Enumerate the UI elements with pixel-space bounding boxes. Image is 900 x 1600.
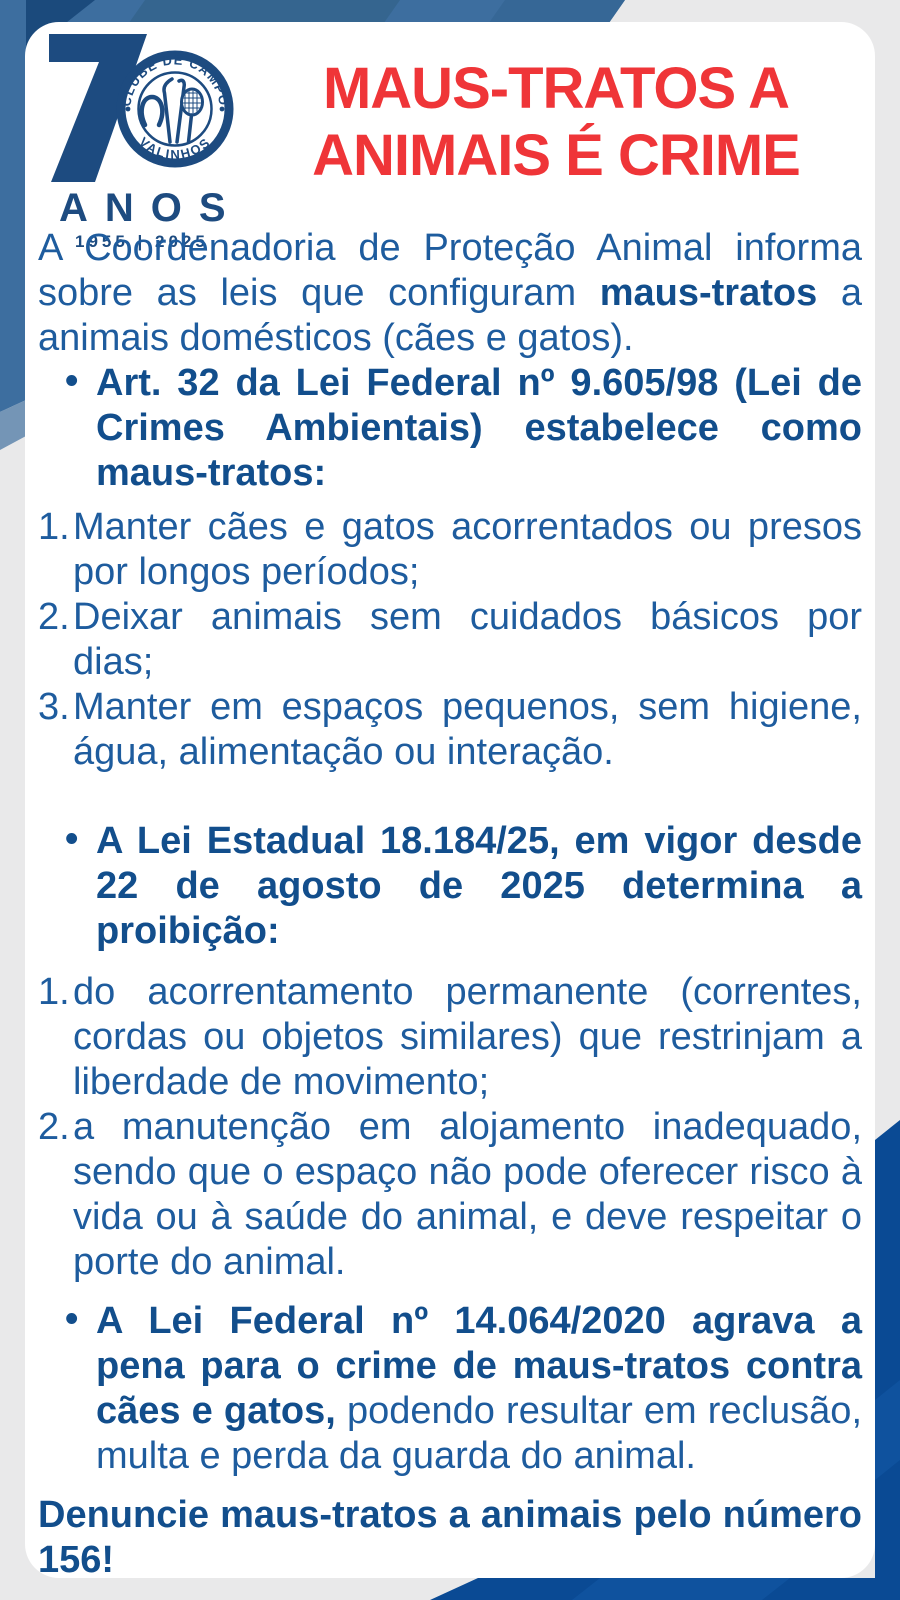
section3-paragraph: A Lei Federal nº 14.064/2020 agrava a pe… <box>38 1297 863 1479</box>
section2-heading: A Lei Estadual 18.184/25, em vigor desde… <box>38 817 862 954</box>
page-title: MAUS-TRATOS A ANIMAIS É CRIME <box>243 56 869 189</box>
racket-icon <box>180 87 204 144</box>
list-item: Manter cães e gatos acorrentados ou pres… <box>38 505 862 594</box>
section2-list: do acorrentamento permanente (correntes,… <box>38 970 862 1285</box>
intro-paragraph: A Coordenadoria de Proteção Animal infor… <box>38 226 862 361</box>
report-call-to-action: Denuncie maus-tratos a animais pelo núme… <box>38 1493 862 1583</box>
report-call-to-action-text: Denuncie maus-tratos a animais pelo núme… <box>38 1494 862 1582</box>
intro-text-pre: A Coordenadoria de Proteção Animal infor… <box>38 227 862 315</box>
section3-bold-text: A Lei Federal nº 14.064/2020 agrava a pe… <box>96 1300 862 1433</box>
list-item: Manter em espaços pequenos, sem higiene,… <box>38 685 862 774</box>
title-line-2: ANIMAIS É CRIME <box>312 122 801 188</box>
list-item: a manutenção em alojamento inadequado, s… <box>38 1105 862 1284</box>
golf-clubs-icon <box>162 77 186 144</box>
bottom-band-facet <box>572 1578 790 1600</box>
club-70-logo-graphic: CLUBE DE CAMPO VALINHOS <box>49 34 234 182</box>
seven-shape <box>49 34 147 182</box>
section2-heading-text: A Lei Estadual 18.184/25, em vigor desde… <box>96 820 862 953</box>
flyer-card: CLUBE DE CAMPO VALINHOS <box>25 22 875 1581</box>
title-line-1: MAUS-TRATOS A <box>322 56 790 121</box>
club-logo: CLUBE DE CAMPO VALINHOS <box>35 30 250 250</box>
section1-heading: Art. 32 da Lei Federal nº 9.605/98 (Lei … <box>38 359 862 496</box>
intro-text-bold: maus-tratos <box>599 272 818 315</box>
section1-heading-text: Art. 32 da Lei Federal nº 9.605/98 (Lei … <box>96 362 862 495</box>
badge-side-dot <box>219 106 225 112</box>
club-badge: CLUBE DE CAMPO VALINHOS <box>116 50 234 168</box>
list-item: Deixar animais sem cuidados básicos por … <box>38 595 862 684</box>
logo-years-text: 1955 | 2025 <box>75 232 209 251</box>
list-item: do acorrentamento permanente (correntes,… <box>38 970 862 1104</box>
flyer-body: A Coordenadoria de Proteção Animal infor… <box>38 226 862 1583</box>
horseshoe-icon <box>139 94 165 128</box>
logo-anos-text: ANOS <box>59 186 243 230</box>
section1-list: Manter cães e gatos acorrentados ou pres… <box>38 505 862 775</box>
section3-regular-text: podendo resultar em reclusão, multa e pe… <box>96 1390 863 1478</box>
intro-text-post: a animais domésticos (cães e gatos). <box>38 272 862 360</box>
badge-side-dot <box>125 106 131 112</box>
flyer-header: CLUBE DE CAMPO VALINHOS <box>25 22 875 250</box>
left-blue-band <box>0 0 26 412</box>
